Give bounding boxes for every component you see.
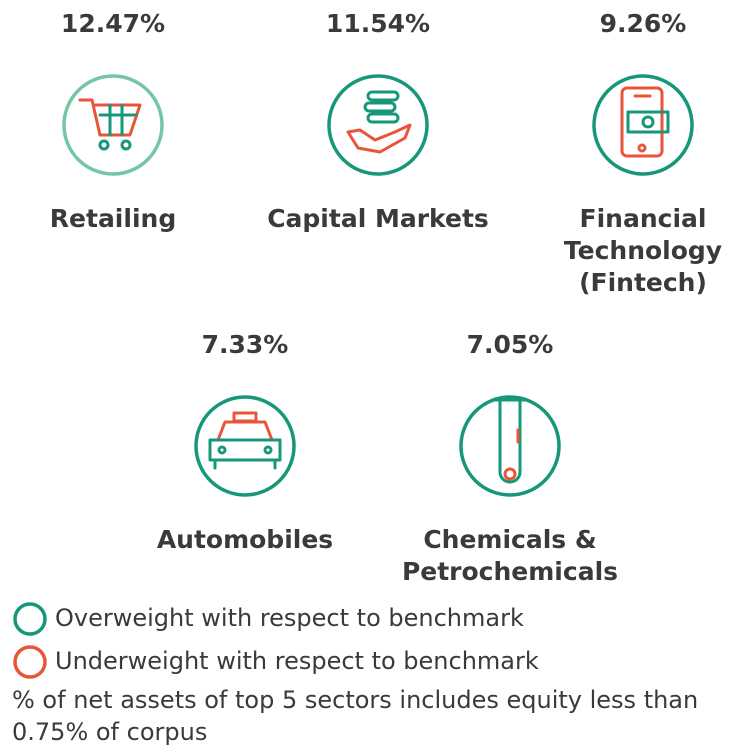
sector-label: Technology	[564, 236, 722, 265]
sector-circle	[459, 395, 561, 497]
legend-swatch	[13, 602, 47, 636]
phone-icon	[620, 86, 670, 158]
car-icon	[208, 411, 282, 470]
money-hand-icon	[346, 90, 412, 154]
test-tube-icon	[493, 398, 527, 484]
sector-percent: 9.26%	[600, 9, 687, 38]
sector-circle	[194, 395, 296, 497]
legend-text: Overweight with respect to benchmark	[55, 604, 524, 632]
sector-label: Capital Markets	[267, 204, 489, 233]
sector-label: Chemicals &	[423, 525, 596, 554]
sector-circle	[327, 74, 429, 176]
sector-circle	[592, 74, 694, 176]
legend-swatch	[13, 645, 47, 679]
legend-text: Underweight with respect to benchmark	[55, 647, 539, 675]
cart-icon	[78, 98, 142, 151]
sector-percent: 12.47%	[61, 9, 165, 38]
sector-label: Petrochemicals	[402, 557, 618, 586]
footnote: % of net assets of top 5 sectors include…	[12, 686, 698, 714]
sector-percent: 7.33%	[202, 330, 289, 359]
icons	[78, 86, 670, 484]
sector-label: (Fintech)	[579, 268, 707, 297]
sector-percent: 11.54%	[326, 9, 430, 38]
sector-label: Financial	[580, 204, 707, 233]
sector-label: Retailing	[50, 204, 176, 233]
sector-circle	[62, 74, 164, 176]
sector-percent: 7.05%	[467, 330, 554, 359]
sector-label: Automobiles	[157, 525, 333, 554]
footnote: 0.75% of corpus	[12, 718, 207, 746]
